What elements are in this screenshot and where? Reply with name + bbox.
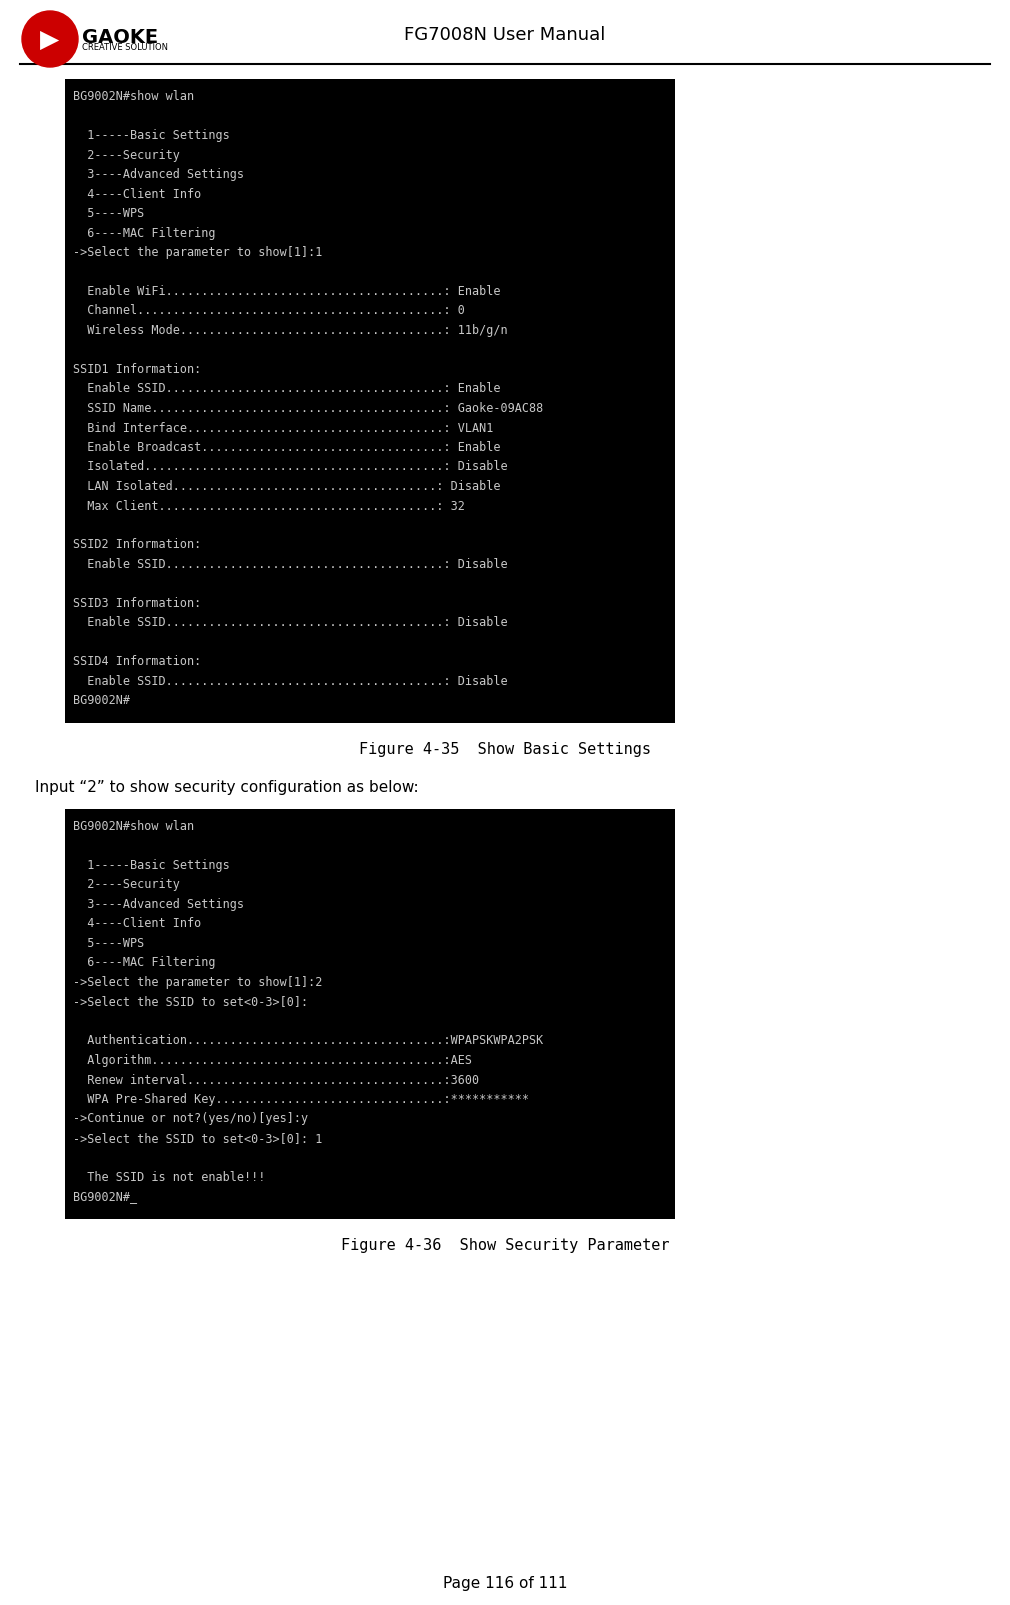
Text: Max Client.......................................: 32: Max Client..............................…	[73, 499, 465, 512]
Text: Enable SSID.......................................: Enable: Enable SSID.............................…	[73, 382, 501, 395]
Text: SSID3 Information:: SSID3 Information:	[73, 597, 201, 610]
Text: Isolated..........................................: Disable: Isolated................................…	[73, 461, 508, 473]
Text: The SSID is not enable!!!: The SSID is not enable!!!	[73, 1170, 266, 1183]
Text: 2----Security: 2----Security	[73, 878, 180, 891]
Text: Bind Interface....................................: VLAN1: Bind Interface..........................…	[73, 421, 493, 435]
Text: Wireless Mode.....................................: 11b/g/n: Wireless Mode...........................…	[73, 324, 508, 337]
FancyBboxPatch shape	[65, 80, 675, 724]
Text: ->Select the parameter to show[1]:1: ->Select the parameter to show[1]:1	[73, 246, 322, 258]
Text: SSID1 Information:: SSID1 Information:	[73, 363, 201, 376]
Text: WPA Pre-Shared Key................................:***********: WPA Pre-Shared Key......................…	[73, 1093, 529, 1106]
Text: 6----MAC Filtering: 6----MAC Filtering	[73, 957, 215, 969]
Text: Renew interval....................................:3600: Renew interval..........................…	[73, 1072, 479, 1087]
Text: SSID2 Information:: SSID2 Information:	[73, 538, 201, 551]
Text: FG7008N User Manual: FG7008N User Manual	[404, 26, 606, 43]
Text: 5----WPS: 5----WPS	[73, 936, 144, 950]
Circle shape	[22, 11, 78, 67]
Text: 6----MAC Filtering: 6----MAC Filtering	[73, 226, 215, 239]
FancyBboxPatch shape	[65, 809, 675, 1220]
Text: 4----Client Info: 4----Client Info	[73, 188, 201, 201]
Text: ->Select the parameter to show[1]:2: ->Select the parameter to show[1]:2	[73, 976, 322, 989]
Text: SSID Name.........................................: Gaoke-09AC88: SSID Name...............................…	[73, 401, 543, 414]
Text: BG9002N#: BG9002N#	[73, 693, 130, 708]
Text: Enable WiFi.......................................: Enable: Enable WiFi.............................…	[73, 284, 501, 299]
Text: BG9002N#show wlan: BG9002N#show wlan	[73, 90, 194, 103]
Text: Figure 4-36  Show Security Parameter: Figure 4-36 Show Security Parameter	[340, 1237, 670, 1252]
Text: Figure 4-35  Show Basic Settings: Figure 4-35 Show Basic Settings	[359, 742, 651, 756]
Text: Channel...........................................: 0: Channel.................................…	[73, 305, 465, 318]
Text: ->Select the SSID to set<0-3>[0]: 1: ->Select the SSID to set<0-3>[0]: 1	[73, 1132, 322, 1144]
Text: 1-----Basic Settings: 1-----Basic Settings	[73, 859, 229, 872]
Text: 5----WPS: 5----WPS	[73, 207, 144, 220]
Text: BG9002N#_: BG9002N#_	[73, 1189, 137, 1202]
Text: ->Continue or not?(yes/no)[yes]:y: ->Continue or not?(yes/no)[yes]:y	[73, 1112, 308, 1125]
Text: 2----Security: 2----Security	[73, 148, 180, 162]
Text: LAN Isolated.....................................: Disable: LAN Isolated............................…	[73, 480, 501, 493]
Text: 1-----Basic Settings: 1-----Basic Settings	[73, 128, 229, 141]
Text: Enable SSID.......................................: Disable: Enable SSID.............................…	[73, 616, 508, 629]
Text: 3----Advanced Settings: 3----Advanced Settings	[73, 897, 244, 910]
Text: Enable Broadcast..................................: Enable: Enable Broadcast........................…	[73, 441, 501, 454]
Text: Input “2” to show security configuration as below:: Input “2” to show security configuration…	[35, 780, 418, 794]
Text: GAOKE: GAOKE	[82, 27, 159, 47]
Text: Algorithm.........................................:AES: Algorithm...............................…	[73, 1053, 472, 1066]
Text: Enable SSID.......................................: Disable: Enable SSID.............................…	[73, 674, 508, 687]
Text: Authentication....................................:WPAPSKWPA2PSK: Authentication..........................…	[73, 1034, 543, 1046]
Text: CREATIVE SOLUTION: CREATIVE SOLUTION	[82, 43, 168, 51]
Text: Enable SSID.......................................: Disable: Enable SSID.............................…	[73, 557, 508, 571]
Text: ->Select the SSID to set<0-3>[0]:: ->Select the SSID to set<0-3>[0]:	[73, 995, 308, 1008]
Text: 4----Client Info: 4----Client Info	[73, 916, 201, 929]
Text: Page 116 of 111: Page 116 of 111	[442, 1576, 568, 1591]
Text: 3----Advanced Settings: 3----Advanced Settings	[73, 169, 244, 181]
Text: ▶: ▶	[40, 27, 60, 51]
Text: SSID4 Information:: SSID4 Information:	[73, 655, 201, 668]
Text: BG9002N#show wlan: BG9002N#show wlan	[73, 820, 194, 833]
